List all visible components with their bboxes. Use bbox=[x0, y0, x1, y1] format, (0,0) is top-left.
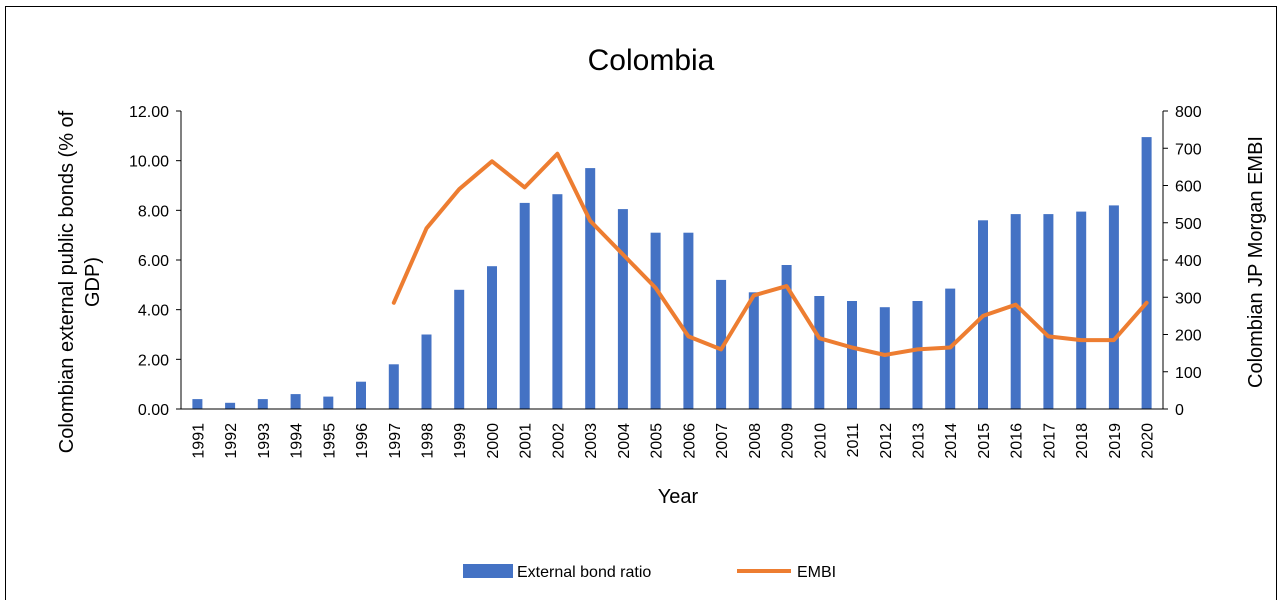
bar-2016 bbox=[1010, 214, 1021, 409]
left-tick-label: 8.00 bbox=[138, 203, 169, 220]
x-tick-label: 2017 bbox=[1041, 423, 1058, 459]
chart-frame bbox=[5, 6, 1277, 600]
bar-1992 bbox=[225, 402, 236, 409]
legend-label-line: EMBI bbox=[797, 564, 836, 581]
x-tick-label: 2001 bbox=[518, 423, 535, 459]
x-tick-label: 1997 bbox=[387, 423, 404, 459]
x-tick-label: 1992 bbox=[223, 423, 240, 459]
bar-2004 bbox=[617, 209, 628, 409]
embi-line bbox=[391, 151, 1149, 357]
x-tick-label: 2015 bbox=[976, 423, 993, 459]
x-tick-label: 2016 bbox=[1009, 423, 1026, 459]
left-tick-label: 2.00 bbox=[138, 352, 169, 369]
x-tick-label: 2019 bbox=[1107, 423, 1124, 459]
right-tick-labels: 0 100 200 300 400 500 600 700 800 bbox=[1175, 104, 1202, 419]
right-tick-label: 0 bbox=[1175, 402, 1184, 419]
x-tick-label: 2011 bbox=[845, 423, 862, 458]
bar-1993 bbox=[257, 399, 268, 409]
bar-2007 bbox=[716, 279, 727, 409]
left-tick-label: 4.00 bbox=[138, 303, 169, 320]
x-tick-label: 2003 bbox=[583, 423, 600, 459]
left-tick-label: 6.00 bbox=[138, 253, 169, 270]
x-tick-label: 1995 bbox=[321, 423, 338, 459]
x-tick-label: 2018 bbox=[1074, 423, 1091, 459]
legend: External bond ratio EMBI bbox=[463, 564, 836, 581]
x-tick-label: 1994 bbox=[289, 423, 306, 459]
x-tick-label: 1996 bbox=[354, 423, 371, 459]
x-tick-label: 2013 bbox=[911, 423, 928, 459]
right-tick-label: 500 bbox=[1175, 216, 1202, 233]
bar-2002 bbox=[552, 194, 563, 409]
line-group bbox=[391, 151, 1149, 357]
bar-2006 bbox=[683, 232, 694, 409]
left-tick-label: 12.00 bbox=[129, 104, 169, 121]
left-axis-title-line-1: Colombian external public bonds (% of bbox=[56, 110, 78, 453]
right-tick-label: 100 bbox=[1175, 365, 1202, 382]
x-tick-label: 2014 bbox=[943, 423, 960, 459]
right-tick-label: 700 bbox=[1175, 141, 1202, 158]
bar-2019 bbox=[1108, 205, 1119, 409]
bar-1995 bbox=[323, 396, 334, 409]
left-axis-title-line-2: GDP) bbox=[82, 257, 104, 307]
bar-2000 bbox=[487, 266, 497, 409]
bar-2011 bbox=[847, 301, 857, 409]
bar-2018 bbox=[1076, 211, 1087, 409]
right-tick-label: 400 bbox=[1175, 253, 1202, 270]
x-tick-label: 1993 bbox=[256, 423, 273, 459]
x-tick-label: 2006 bbox=[681, 423, 698, 459]
x-tick-label: 1999 bbox=[452, 423, 469, 459]
left-tick-labels: 0.00 2.00 4.00 6.00 8.00 10.00 12.00 bbox=[129, 104, 169, 419]
x-tick-label: 2012 bbox=[878, 423, 895, 459]
chart-title: Colombia bbox=[588, 44, 715, 77]
legend-label-bar: External bond ratio bbox=[517, 564, 651, 581]
x-tick-label: 1998 bbox=[420, 423, 437, 459]
x-tick-label: 2002 bbox=[550, 423, 567, 459]
axes-group bbox=[176, 110, 1168, 410]
x-tick-labels: 1991 1992 1993 1994 1995 1996 1997 1998 1999 2000… bbox=[190, 423, 1156, 459]
bar-2001 bbox=[519, 202, 530, 409]
x-tick-label: 2010 bbox=[812, 423, 829, 459]
x-tick-label: 2004 bbox=[616, 423, 633, 459]
right-axis-title: Colombian JP Morgan EMBI bbox=[1245, 136, 1267, 388]
bar-2020 bbox=[1141, 137, 1152, 409]
x-tick-label: 2020 bbox=[1140, 423, 1157, 459]
x-tick-label: 1991 bbox=[190, 423, 207, 459]
right-tick-label: 600 bbox=[1175, 179, 1202, 196]
bar-1998 bbox=[421, 334, 432, 409]
bar-1994 bbox=[290, 394, 301, 409]
bar-1997 bbox=[388, 364, 399, 409]
bar-2010 bbox=[814, 296, 825, 409]
x-tick-label: 2005 bbox=[649, 423, 666, 459]
bar-1999 bbox=[454, 289, 465, 409]
bar-2008 bbox=[748, 292, 759, 409]
right-tick-label: 200 bbox=[1175, 328, 1202, 345]
x-tick-label: 2009 bbox=[780, 423, 797, 459]
bar-2017 bbox=[1043, 214, 1054, 409]
legend-swatch-bar bbox=[463, 564, 513, 578]
left-axis-title: Colombian external public bonds (% of GD… bbox=[56, 110, 104, 453]
x-tick-label: 2008 bbox=[747, 423, 764, 459]
x-tick-label: 2000 bbox=[485, 423, 502, 459]
bar-1996 bbox=[356, 381, 366, 409]
right-tick-label: 800 bbox=[1175, 104, 1202, 121]
bar-1991 bbox=[192, 399, 203, 409]
left-tick-label: 10.00 bbox=[129, 154, 169, 171]
bar-2003 bbox=[585, 168, 596, 409]
left-tick-label: 0.00 bbox=[138, 402, 169, 419]
right-tick-label: 300 bbox=[1175, 290, 1202, 307]
x-axis-title: Year bbox=[658, 486, 699, 508]
bar-2012 bbox=[879, 307, 890, 409]
bars-group bbox=[192, 137, 1152, 409]
bar-2005 bbox=[650, 232, 661, 409]
bar-2013 bbox=[912, 301, 923, 409]
x-tick-label: 2007 bbox=[714, 423, 731, 459]
bar-2009 bbox=[781, 265, 792, 409]
